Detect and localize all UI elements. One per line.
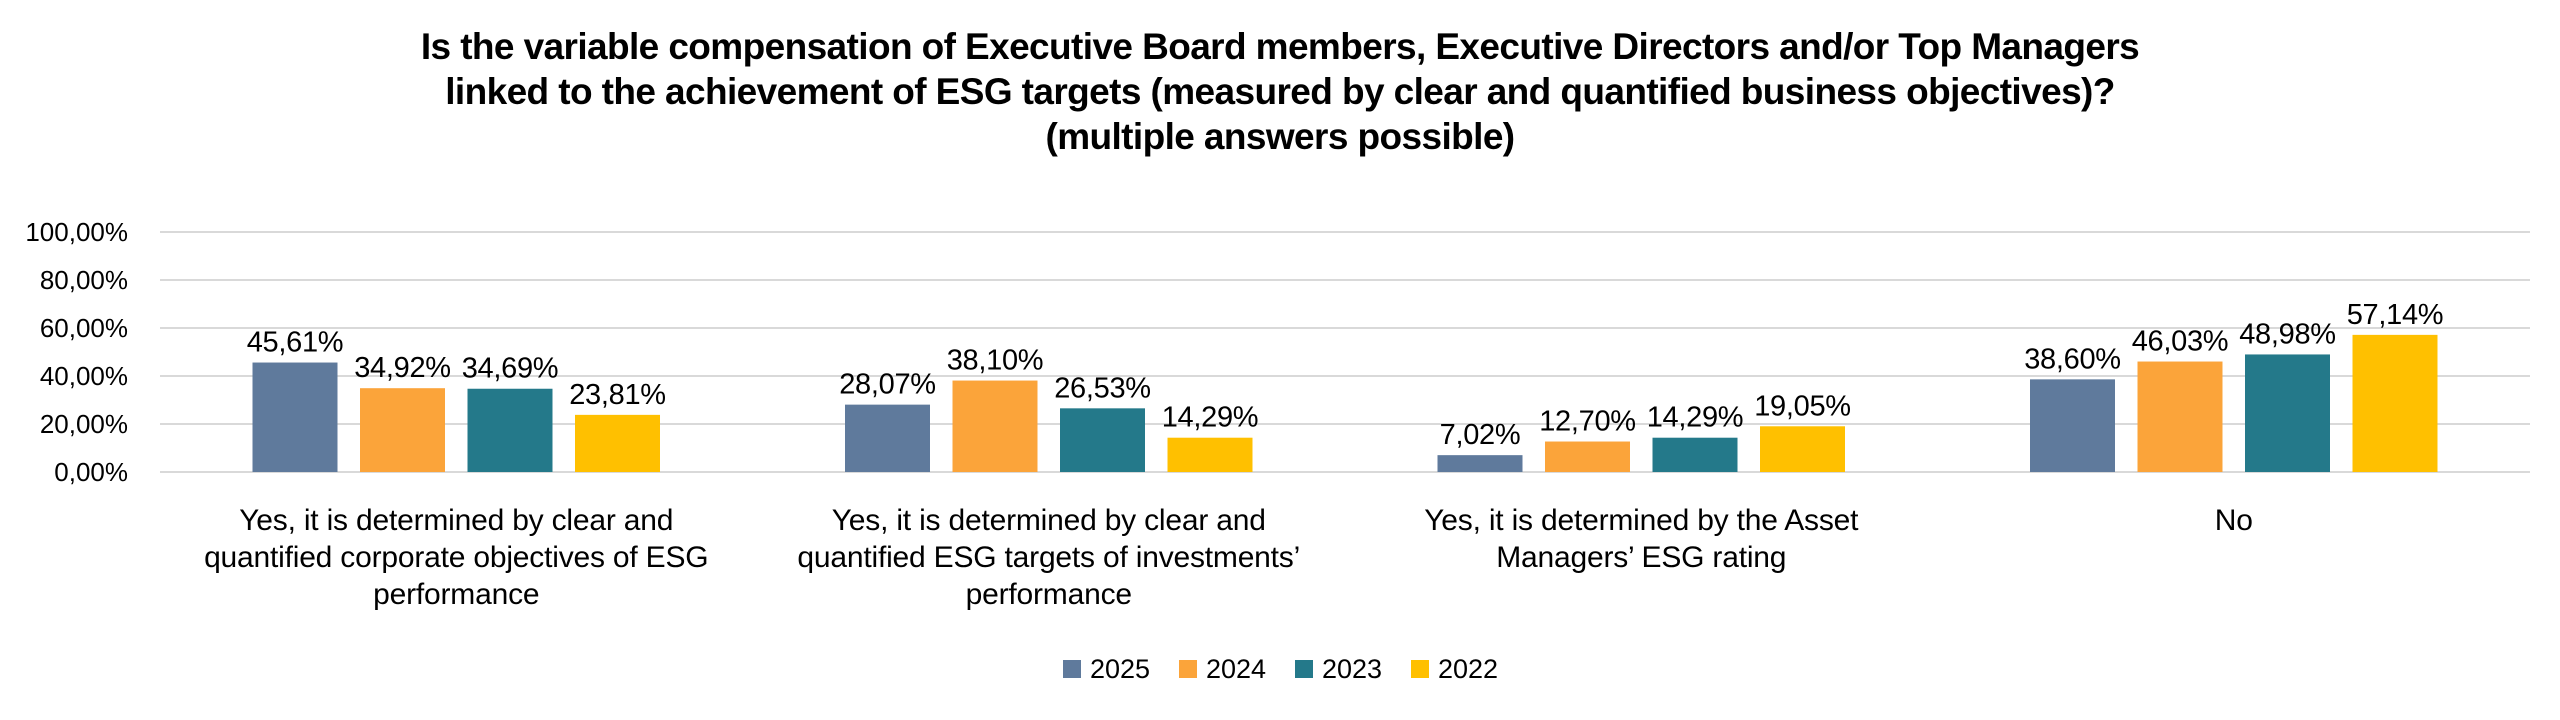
bar-2022 [1760,426,1845,472]
data-label-2023: 14,29% [1647,402,1744,434]
bar-2025 [1437,455,1523,472]
data-label-2024: 34,92% [354,352,451,384]
category-label: quantified corporate objectives of ESG [204,541,708,574]
category-label: Yes, it is determined by clear and [239,504,673,537]
y-tick-label: 60,00% [40,313,128,343]
bar-2022 [575,414,660,472]
data-label-2022: 19,05% [1754,390,1851,422]
bar-2022 [2352,334,2438,472]
category-labels: Yes, it is determined by clear and quanti… [204,504,2253,611]
data-labels: 45,61% 34,92% 34,69% 23,81% 28,07% 38,10% 26,5… [247,299,2444,451]
bar-2023 [467,388,553,472]
legend-swatch-2025 [1063,660,1081,678]
chart-title: Is the variable compensation of Executiv… [0,24,2560,159]
data-label-2023: 34,69% [462,353,559,385]
bar-2025 [2030,379,2115,472]
category-label: No [2215,504,2253,537]
chart-title-line-3: (multiple answers possible) [1045,116,1515,157]
bar-2024 [360,388,445,472]
data-label-2025: 28,07% [839,369,936,401]
bar-2022 [1167,437,1253,472]
data-label-2024: 46,03% [2132,326,2229,358]
data-label-2024: 12,70% [1539,406,1636,438]
data-label-2025: 38,60% [2024,343,2121,375]
y-tick-label: 80,00% [40,265,128,295]
bar-2023 [1060,408,1145,472]
chart-title-line-2: linked to the achievement of ESG targets… [445,71,2115,112]
y-tick-label: 0,00% [54,457,128,487]
gridlines [160,231,2530,473]
legend-label-2023: 2023 [1322,654,1382,684]
category-label: performance [373,578,539,611]
data-label-2025: 45,61% [247,327,344,359]
legend-label-2024: 2024 [1206,654,1266,684]
legend: 2025 2024 2023 2022 [1063,654,1498,684]
category-label: Yes, it is determined by the Asset [1424,504,1859,537]
legend-swatch-2022 [1411,660,1429,678]
data-label-2022: 23,81% [569,379,666,411]
category-label: quantified ESG targets of investments’ [797,541,1300,574]
data-label-2022: 57,14% [2347,299,2444,331]
data-label-2023: 26,53% [1054,372,1151,404]
y-tick-label: 40,00% [40,361,128,391]
y-tick-label: 100,00% [25,217,128,247]
bar-2024 [952,380,1038,472]
bar-2025 [252,362,338,472]
bar-2023 [2245,354,2330,472]
bar-2024 [1545,441,1630,472]
y-tick-label: 20,00% [40,409,128,439]
legend-label-2022: 2022 [1438,654,1498,684]
bar-2024 [2137,361,2223,472]
data-label-2023: 48,98% [2239,318,2336,350]
legend-label-2025: 2025 [1090,654,1150,684]
data-label-2024: 38,10% [947,345,1044,377]
category-label: performance [966,578,1132,611]
bar-2025 [845,404,930,472]
bar-2023 [1652,437,1738,472]
chart-title-line-1: Is the variable compensation of Executiv… [420,26,2140,67]
data-label-2025: 7,02% [1440,419,1521,451]
legend-swatch-2023 [1295,660,1313,678]
y-axis-ticks: 0,00% 20,00% 40,00% 60,00% 80,00% 100,00% [25,217,128,487]
category-label: Yes, it is determined by clear and [832,504,1266,537]
data-label-2022: 14,29% [1162,402,1259,434]
legend-swatch-2024 [1179,660,1197,678]
bars [252,334,2438,472]
category-label: Managers’ ESG rating [1496,541,1786,574]
